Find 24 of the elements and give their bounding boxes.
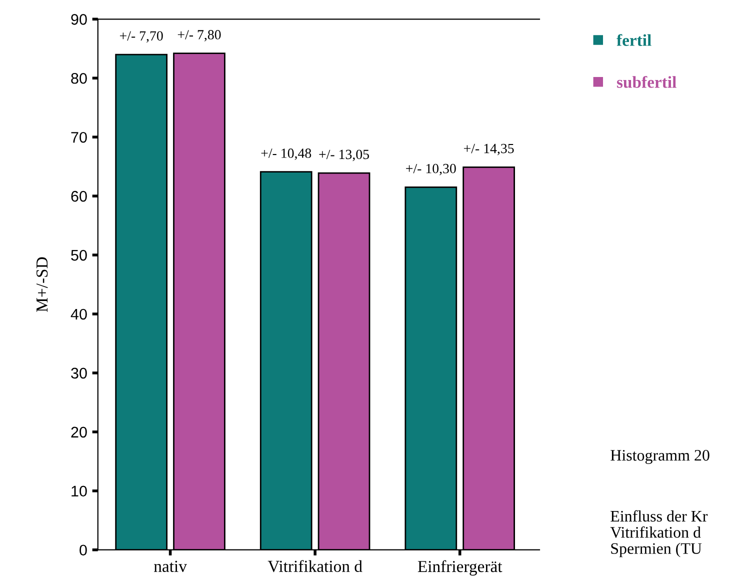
y-tick-label: 40 — [70, 308, 87, 320]
y-tick-label: 70 — [71, 132, 87, 143]
x-tick-label: Vitrifikation d — [268, 560, 362, 572]
text: Histogramm 20 — [610, 450, 710, 464]
y-tick-label: 30 — [71, 368, 87, 379]
annotation: +/- 13,05 — [319, 150, 370, 162]
y-tick-label: 10 — [72, 486, 87, 497]
annotation: +/- 10,48 — [261, 148, 312, 160]
y-tick-label: 60 — [71, 190, 87, 202]
annotation: +/- 14,35 — [464, 144, 514, 156]
y-axis-title: M+/-SD — [36, 257, 48, 312]
annotation: +/- 7,80 — [178, 30, 221, 42]
annotation: +/- 7,70 — [120, 31, 163, 43]
legend-label: subfertil — [616, 76, 676, 88]
y-tick-label: 80 — [71, 72, 87, 84]
x-tick-label: Einfriergerät — [418, 560, 502, 576]
y-tick-label: 20 — [71, 426, 87, 438]
y-tick-label: 90 — [71, 14, 87, 25]
y-tick-label: 50 — [71, 250, 87, 261]
text: Einfluss der Kr Vitrifikation d Spermien (TU — [610, 510, 708, 558]
legend-label: fertil — [616, 34, 652, 46]
x-tick-label: nativ — [154, 560, 187, 572]
annotation: +/- 10,30 — [406, 164, 456, 176]
y-tick-label: 0 — [80, 544, 87, 556]
